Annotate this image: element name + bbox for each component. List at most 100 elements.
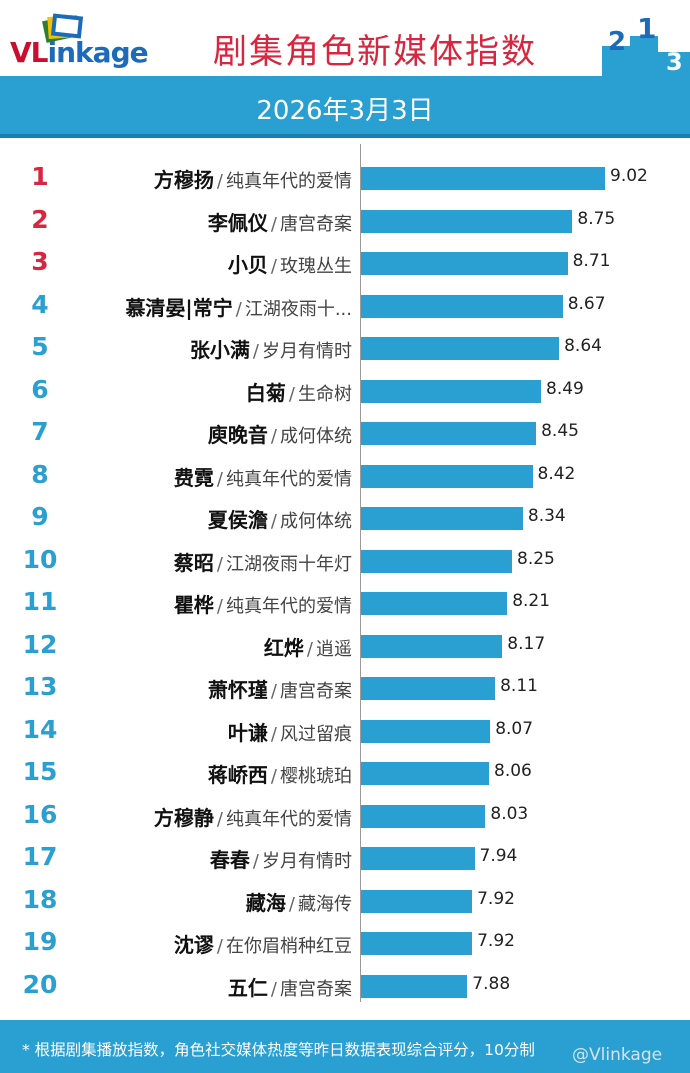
rank-number: 4: [31, 289, 49, 319]
show-title: 唐宫奇案: [280, 213, 352, 235]
bar: [361, 719, 491, 743]
rank-number: 10: [22, 544, 58, 574]
show-title: 成何体统: [280, 426, 352, 447]
rank-number: 20: [22, 969, 58, 999]
vlinkage-logo: VLinkage: [10, 10, 160, 70]
rank-number: 19: [22, 927, 58, 956]
podium-icon: 2 1 3: [602, 12, 690, 76]
header: VLinkage 剧集角色新媒体指数 2 1 3: [0, 0, 690, 76]
character-name: 蔡昭: [173, 550, 214, 575]
label-separator: /: [216, 596, 223, 617]
category-label: 红烨 / 逍遥: [264, 632, 352, 661]
character-name: 瞿桦: [173, 593, 214, 617]
bar: [361, 379, 541, 403]
category-label: 小贝 / 玫瑰丛生: [228, 249, 352, 278]
show-title: 纯真年代的爱情: [226, 596, 352, 617]
show-title: 纯真年代的爱情: [226, 808, 352, 830]
data-label: 8.64: [564, 336, 602, 356]
data-label: 8.25: [517, 548, 555, 569]
logo-text: VLinkage: [10, 36, 149, 69]
data-label: 7.92: [477, 888, 515, 909]
category-label: 白菊 / 生命树: [246, 377, 352, 406]
character-name: 张小满: [189, 338, 250, 362]
page-title: 剧集角色新媒体指数: [213, 32, 537, 72]
chart-row: 17 春春 / 岁月有情时 7.94: [0, 836, 690, 878]
label-separator: /: [270, 978, 277, 1000]
category-label: 藏海 / 藏海传: [246, 887, 352, 916]
category-label: 李佩仪 / 唐宫奇案: [208, 207, 352, 236]
bar: [361, 974, 468, 998]
category-label: 费霓 / 纯真年代的爱情: [174, 462, 352, 491]
data-label: 8.07: [495, 718, 534, 739]
category-label: 张小满 / 岁月有情时: [190, 334, 352, 363]
chart-row: 18 藏海 / 藏海传 7.92: [0, 879, 690, 921]
bar: [361, 507, 523, 530]
category-label: 五仁 / 唐宫奇案: [228, 972, 352, 1001]
rank-number: 17: [22, 842, 58, 871]
data-label: 7.92: [477, 931, 515, 951]
character-name: 萧怀瑾: [207, 678, 268, 702]
chart-row: 9 夏侯澹 / 成何体统 8.34: [0, 496, 690, 538]
chart-date: 2026年3月3日: [256, 96, 434, 126]
chart-row: 19 沈谬 / 在你眉梢种红豆 7.92: [0, 921, 690, 963]
rank-number: 7: [31, 417, 49, 446]
rank-number: 18: [22, 884, 58, 914]
podium-digit-1: 1: [637, 12, 656, 45]
label-separator: /: [306, 638, 313, 660]
rank-number: 16: [22, 799, 58, 829]
chart-row: 10 蔡昭 / 江湖夜雨十年灯 8.25: [0, 539, 690, 581]
chart-row: 7 庾晚音 / 成何体统 8.45: [0, 411, 690, 453]
character-name: 叶谦: [227, 720, 268, 745]
rank-number: 12: [22, 629, 58, 659]
chart-row: 8 费霓 / 纯真年代的爱情 8.42: [0, 454, 690, 496]
category-label: 春春 / 岁月有情时: [210, 844, 352, 873]
show-title: 纯真年代的爱情: [226, 171, 352, 192]
category-label: 夏侯澹 / 成何体统: [208, 504, 352, 533]
bar: [361, 167, 605, 190]
show-title: 岁月有情时: [262, 341, 352, 362]
bar: [361, 889, 473, 913]
category-label: 方穆静 / 纯真年代的爱情: [154, 802, 352, 831]
label-separator: /: [270, 213, 277, 235]
logo-cards-icon: [42, 13, 84, 43]
chart-row: 3 小贝 / 玫瑰丛生 8.71: [0, 241, 690, 283]
chart-row: 6 白菊 / 生命树 8.49: [0, 369, 690, 411]
show-title: 藏海传: [298, 893, 352, 915]
character-name: 夏侯澹: [207, 508, 268, 532]
bar: [361, 932, 473, 955]
data-label: 8.11: [500, 676, 538, 696]
character-name: 春春: [209, 848, 250, 872]
logo-text-vl: VL: [10, 36, 49, 69]
bar: [361, 847, 475, 870]
rank-number: 1: [31, 162, 49, 191]
show-title: 唐宫奇案: [280, 978, 352, 1000]
date-banner: 2026年3月3日: [0, 76, 690, 138]
bar: [361, 549, 512, 573]
character-name: 小贝: [227, 253, 268, 277]
bar: [361, 677, 496, 700]
label-separator: /: [252, 341, 259, 362]
rank-number: 6: [31, 374, 49, 404]
show-title: 纯真年代的爱情: [226, 468, 352, 490]
chart-row: 13 萧怀瑾 / 唐宫奇案 8.11: [0, 666, 690, 708]
character-name: 蒋峤西: [207, 763, 268, 787]
logo-text-rest: inkage: [47, 36, 149, 69]
label-separator: /: [216, 808, 223, 830]
rank-number: 3: [31, 247, 49, 276]
category-label: 蔡昭 / 江湖夜雨十年灯: [174, 547, 352, 576]
data-label: 8.42: [537, 463, 576, 484]
data-label: 8.06: [494, 761, 532, 781]
label-separator: /: [216, 171, 223, 192]
label-separator: /: [270, 681, 277, 702]
chart-row: 16 方穆静 / 纯真年代的爱情 8.03: [0, 794, 690, 836]
show-title: 风过留痕: [280, 723, 352, 745]
category-label: 慕清晏|常宁 / 江湖夜雨十...: [125, 292, 352, 321]
character-name: 方穆扬: [153, 168, 214, 192]
chart-row: 12 红烨 / 逍遥 8.17: [0, 624, 690, 666]
weibo-watermark: @Vlinkage: [572, 1045, 663, 1065]
character-name: 红烨: [263, 635, 304, 660]
data-label: 8.21: [512, 591, 551, 611]
category-label: 叶谦 / 风过留痕: [228, 717, 352, 746]
label-separator: /: [216, 936, 223, 957]
label-separator: /: [270, 511, 277, 532]
